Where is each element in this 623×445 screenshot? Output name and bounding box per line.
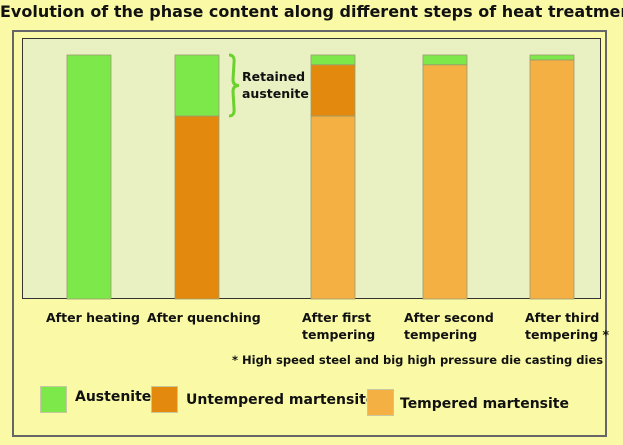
footnote: * High speed steel and big high pressure… bbox=[232, 353, 604, 367]
legend-swatch-untempered-martensite bbox=[151, 386, 178, 413]
bar-segment-tempered-martensite-4 bbox=[529, 59, 575, 300]
annotation-brace bbox=[228, 53, 240, 118]
bar-segment-tempered-martensite-2 bbox=[310, 115, 356, 300]
legend-label-untempered-martensite: Untempered martensite bbox=[186, 392, 376, 408]
legend-swatch-tempered-martensite bbox=[367, 389, 394, 416]
category-label-after-first-tempering: After first tempering bbox=[302, 310, 376, 342]
category-label-after-third-tempering: After third tempering * bbox=[525, 310, 610, 342]
category-label-after-quenching: After quenching bbox=[147, 310, 261, 325]
legend-label-tempered-martensite: Tempered martensite bbox=[400, 396, 569, 412]
bar-segment-austenite-3 bbox=[422, 54, 468, 66]
bar-segment-untempered-martensite-1 bbox=[174, 115, 220, 300]
bar-segment-untempered-martensite-2 bbox=[310, 64, 356, 117]
legend-swatch-austenite bbox=[40, 386, 67, 413]
bar-segment-austenite-1 bbox=[174, 54, 220, 117]
bar-segment-austenite-4 bbox=[529, 54, 575, 61]
bar-segment-austenite-0 bbox=[66, 54, 112, 300]
chart-title: Evolution of the phase content along dif… bbox=[0, 2, 623, 21]
retained-austenite-annotation: Retained austenite bbox=[242, 69, 309, 101]
bar-segment-austenite-2 bbox=[310, 54, 356, 66]
category-label-after-heating: After heating bbox=[46, 310, 141, 325]
category-label-after-second-tempering: After second tempering bbox=[404, 310, 494, 342]
legend-label-austenite: Austenite bbox=[75, 389, 152, 405]
chart-frame bbox=[12, 30, 607, 437]
bar-segment-tempered-martensite-3 bbox=[422, 64, 468, 300]
